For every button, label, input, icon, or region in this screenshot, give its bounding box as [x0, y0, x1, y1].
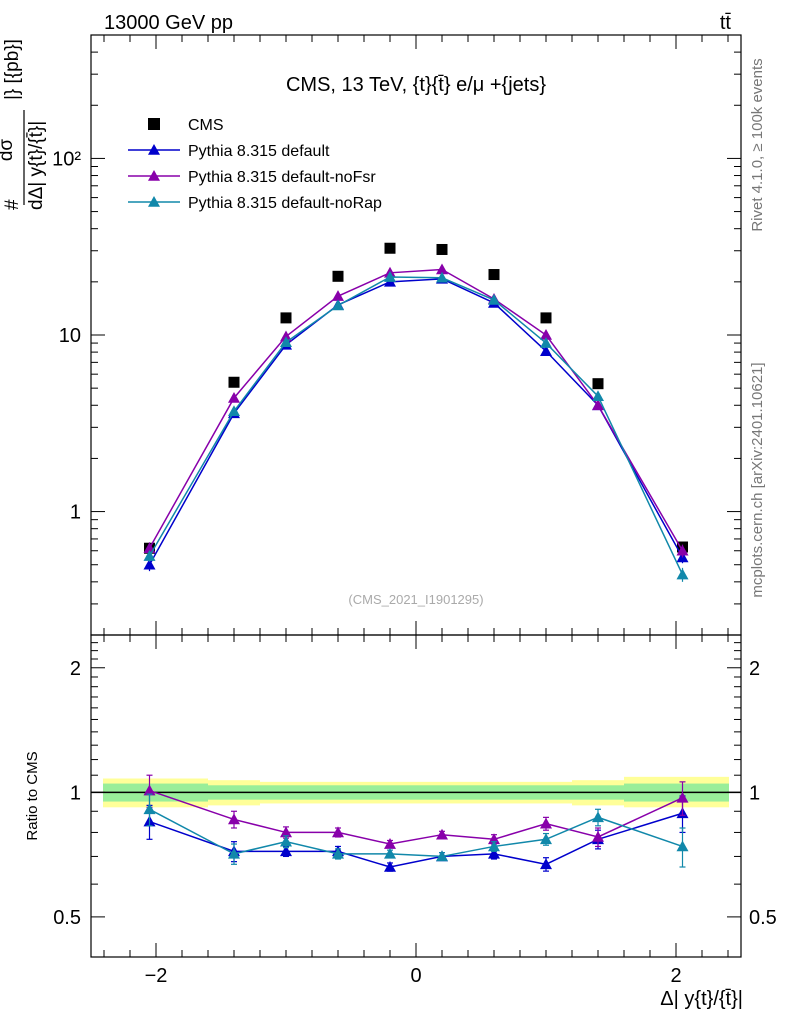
ratio-point-3	[540, 833, 552, 845]
legend-label: CMS	[188, 117, 224, 134]
legend-label: Pythia 8.315 default-noRap	[188, 195, 382, 212]
analysis-watermark: (CMS_2021_I1901295)	[348, 592, 483, 607]
x-tick-label: 0	[410, 965, 421, 987]
main-ylabel: # dσ dΔ| y{t}/{t̄}| |} [{pb}]	[0, 39, 47, 210]
y-tick-label: 10²	[52, 148, 81, 170]
series-point-3	[540, 337, 552, 348]
ratio-y-tick-label: 2	[70, 658, 81, 680]
ratio-point-2	[228, 813, 240, 825]
series-point-3	[436, 271, 448, 283]
header-left: 13000 GeV pp	[104, 12, 233, 34]
ratio-point-3	[143, 803, 156, 815]
ratio-panel: −2 0 2 0.5 0.5 1 1 2 2	[53, 634, 777, 987]
ratio-y-tick-label: 0.5	[53, 907, 81, 929]
x-tick-label: 2	[670, 965, 681, 987]
main-panel: CMS, 13 TeV, {t}{t̄} e/μ +{jets} (CMS_20…	[52, 34, 742, 636]
cms-data-point	[436, 243, 448, 255]
header-right: tt̄	[720, 12, 732, 34]
ratio-point-3	[280, 835, 292, 847]
ylabel-numerator: dσ	[0, 139, 17, 162]
ratio-point-3	[384, 847, 396, 859]
cms-data-point	[488, 269, 500, 281]
series-line-1	[148, 278, 684, 566]
ratio-point-2	[540, 817, 552, 829]
ratio-point-3	[488, 840, 500, 852]
series-line-2	[148, 268, 684, 552]
legend-marker-cms	[148, 118, 160, 130]
ratio-y-tick-label-right: 1	[749, 782, 760, 804]
series-point-2	[332, 290, 344, 301]
ratio-y-tick-label: 1	[70, 782, 81, 804]
ratio-line-2	[149, 789, 683, 845]
side-label-top: Rivet 4.1.0, ≥ 100k events	[749, 58, 766, 231]
plot-title: CMS, 13 TeV, {t}{t̄} e/μ +{jets}	[286, 74, 546, 96]
cms-data-point	[280, 312, 292, 324]
ratio-point-2	[592, 830, 604, 842]
series-point-2	[592, 399, 604, 411]
series-point-2	[676, 544, 689, 556]
cms-data-point	[228, 376, 240, 388]
ratio-point-3	[436, 850, 448, 862]
ratio-y-tick-label-right: 2	[749, 658, 760, 680]
ratio-line-3	[149, 808, 683, 858]
series-line-3	[148, 276, 684, 575]
x-axis-label: Δ| y{t}/{t̄}|	[660, 988, 743, 1010]
ratio-point-3	[676, 840, 689, 852]
cms-data-point	[384, 242, 396, 254]
ratio-line-1	[149, 812, 683, 868]
ylabel-prefix: #	[2, 199, 23, 210]
ratio-point-3	[592, 811, 604, 823]
cms-data-point	[332, 270, 344, 282]
ratio-point-2	[676, 791, 689, 803]
legend: CMS Pythia 8.315 default Pythia 8.315 defa…	[128, 117, 382, 212]
series-point-3	[384, 271, 396, 282]
series-point-3	[143, 550, 156, 561]
ratio-point-2	[384, 838, 396, 849]
legend-label: Pythia 8.315 default	[188, 143, 330, 160]
x-tick-label: −2	[145, 965, 168, 987]
legend-marker	[148, 144, 160, 155]
ratio-point-2	[280, 826, 292, 838]
series-point-3	[280, 336, 292, 348]
series-point-3	[488, 293, 500, 305]
ratio-point-1	[488, 847, 500, 859]
series-point-2	[540, 329, 552, 340]
series-point-3	[332, 299, 344, 311]
ratio-point-1	[384, 861, 396, 872]
ratio-point-2	[436, 828, 448, 840]
ratio-ylabel: Ratio to CMS	[24, 751, 41, 840]
series-point-1	[540, 345, 552, 356]
ratio-point-1	[540, 858, 552, 870]
legend-marker	[148, 196, 160, 207]
ratio-y-tick-label-right: 0.5	[749, 907, 777, 929]
cms-data-point	[592, 378, 604, 390]
side-label-bottom: mcplots.cern.ch [arXiv:2401.10621]	[749, 362, 766, 597]
series-point-3	[592, 390, 604, 402]
ratio-point-3	[228, 847, 240, 859]
series-point-2	[228, 391, 240, 403]
ratio-point-1	[280, 845, 292, 857]
ylabel-units: |} [{pb}]	[2, 39, 23, 100]
series-point-3	[228, 405, 240, 417]
ratio-point-2	[143, 784, 156, 796]
y-tick-label: 1	[70, 502, 81, 524]
y-tick-label: 10	[59, 325, 81, 347]
ratio-point-2	[332, 826, 344, 838]
ratio-point-3	[332, 847, 344, 859]
series-point-3	[676, 568, 689, 580]
cms-data-point	[540, 312, 552, 324]
series-point-2	[280, 330, 292, 342]
legend-marker	[148, 170, 160, 181]
series-point-2	[436, 263, 448, 275]
legend-label: Pythia 8.315 default-noFsr	[188, 169, 376, 186]
series-point-1	[143, 558, 156, 570]
ylabel-denominator: dΔ| y{t}/{t̄}|	[26, 121, 47, 210]
